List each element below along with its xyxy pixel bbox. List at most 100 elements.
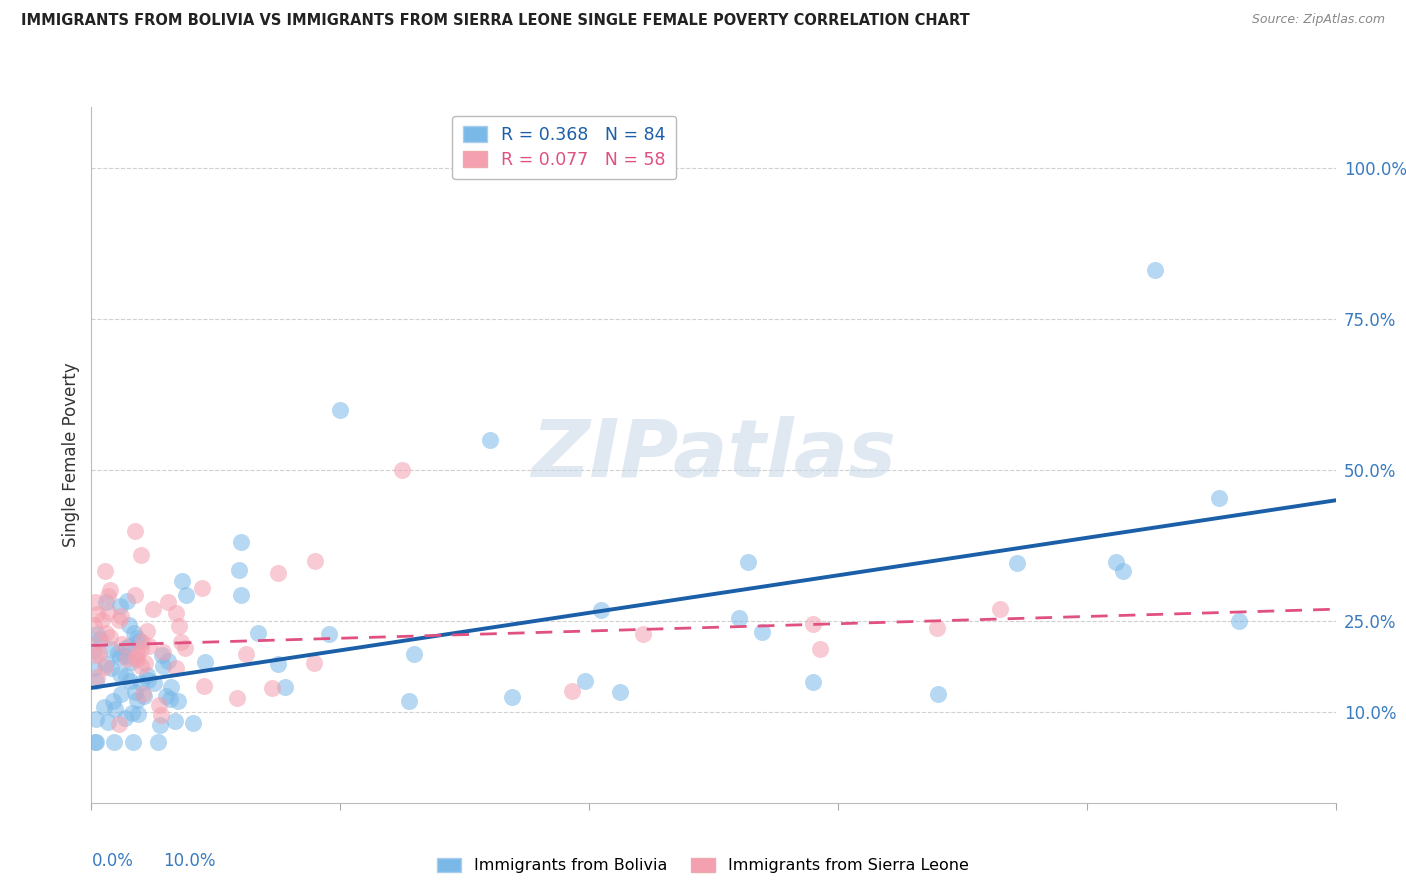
Point [97, 605, 120, 619]
Point [94, 565, 117, 579]
Point [927, 621, 949, 635]
Point [115, 668, 138, 682]
Point [83, 618, 105, 632]
Point [128, 633, 150, 648]
Point [170, 635, 193, 649]
Point [84, 712, 107, 726]
Point [138, 639, 160, 653]
Point [478, 433, 501, 447]
Point [136, 667, 159, 681]
Point [173, 641, 195, 656]
Point [737, 555, 759, 569]
Point [228, 564, 250, 578]
Point [134, 689, 156, 703]
Point [229, 588, 252, 602]
Point [157, 654, 180, 668]
Point [609, 685, 631, 699]
Point [751, 624, 773, 639]
Point [120, 655, 142, 669]
Point [267, 657, 290, 671]
Point [97, 590, 120, 604]
Point [101, 694, 124, 708]
Point [501, 690, 523, 705]
Point [728, 611, 751, 625]
Point [801, 674, 824, 689]
Point [165, 714, 187, 729]
Point [129, 642, 152, 657]
Point [391, 463, 413, 477]
Point [260, 681, 283, 696]
Point [1208, 491, 1230, 505]
Point [118, 673, 141, 688]
Point [191, 581, 214, 595]
Point [574, 674, 596, 689]
Point [267, 566, 290, 580]
Point [94, 660, 117, 674]
Point [127, 652, 149, 666]
Point [561, 683, 583, 698]
Point [633, 627, 655, 641]
Point [84, 735, 107, 749]
Point [124, 625, 146, 640]
Point [86, 607, 108, 622]
Point [1105, 555, 1128, 569]
Point [131, 635, 153, 649]
Point [124, 588, 146, 602]
Point [108, 666, 131, 681]
Point [122, 735, 145, 749]
Point [165, 661, 187, 675]
Point [108, 613, 131, 627]
Point [134, 656, 156, 670]
Point [84, 648, 107, 662]
Point [229, 535, 252, 549]
Point [146, 735, 169, 749]
Point [927, 687, 949, 701]
Point [246, 625, 269, 640]
Point [103, 735, 125, 749]
Point [104, 702, 127, 716]
Point [107, 717, 129, 731]
Point [150, 648, 173, 662]
Point [110, 687, 132, 701]
Point [98, 631, 121, 645]
Point [152, 658, 174, 673]
Point [193, 679, 215, 693]
Point [398, 694, 420, 708]
Point [138, 673, 160, 687]
Point [165, 606, 187, 620]
Point [132, 687, 155, 701]
Point [89, 646, 111, 660]
Point [127, 692, 149, 706]
Point [1227, 614, 1250, 628]
Point [194, 655, 217, 669]
Point [83, 643, 105, 657]
Text: 0.0%: 0.0% [91, 852, 134, 870]
Point [808, 642, 831, 657]
Point [589, 603, 612, 617]
Point [801, 617, 824, 632]
Point [155, 690, 177, 704]
Point [181, 715, 204, 730]
Point [114, 649, 136, 664]
Point [83, 735, 105, 749]
Point [129, 548, 152, 562]
Text: Source: ZipAtlas.com: Source: ZipAtlas.com [1251, 13, 1385, 27]
Point [115, 652, 138, 666]
Point [96, 595, 118, 609]
Point [988, 602, 1011, 616]
Point [318, 627, 340, 641]
Point [111, 637, 134, 651]
Point [143, 675, 166, 690]
Point [94, 657, 117, 672]
Point [107, 646, 129, 660]
Point [96, 626, 118, 640]
Point [114, 711, 136, 725]
Point [304, 554, 326, 568]
Point [86, 674, 108, 689]
Point [302, 657, 325, 671]
Point [274, 680, 297, 694]
Point [100, 661, 122, 675]
Text: ZIPatlas: ZIPatlas [531, 416, 896, 494]
Point [100, 642, 122, 657]
Point [159, 692, 181, 706]
